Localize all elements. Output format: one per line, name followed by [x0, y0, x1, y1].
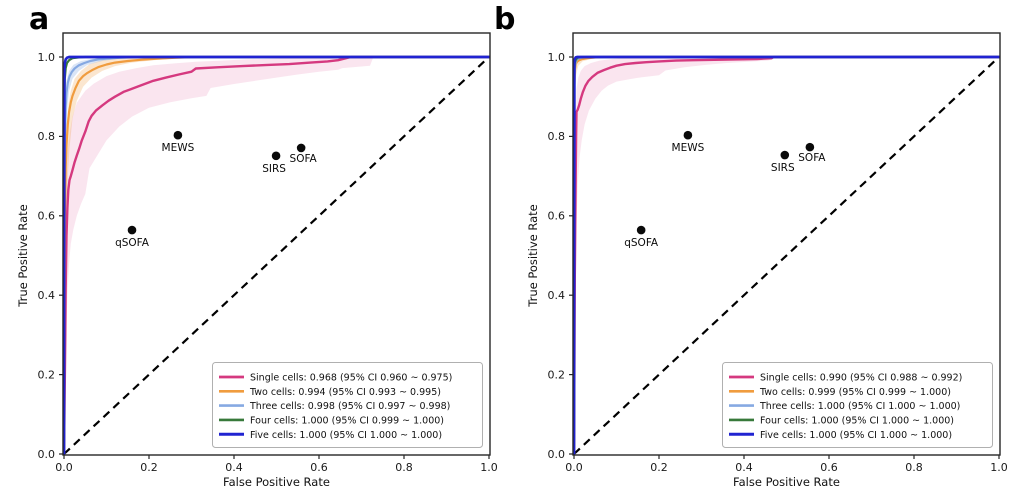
legend-label-four-cells: Four cells: 1.000 (95% CI 1.000 ~ 1.000)	[760, 416, 954, 427]
roc-curve-five-cells	[572, 55, 1001, 456]
score-point-sofa	[296, 143, 306, 153]
x-tick-label: 0.2	[140, 461, 158, 474]
panel-b-letter: b	[494, 2, 516, 37]
legend-label-three-cells: Three cells: 1.000 (95% CI 1.000 ~ 1.000…	[759, 401, 960, 412]
legend-label-two-cells: Two cells: 0.999 (95% CI 0.999 ~ 1.000)	[759, 387, 951, 398]
legend-label-two-cells: Two cells: 0.994 (95% CI 0.993 ~ 0.995)	[249, 387, 441, 398]
score-point-sofa	[805, 142, 815, 152]
x-axis-label: False Positive Rate	[223, 475, 330, 489]
y-tick-label: 0.6	[548, 210, 566, 223]
x-tick-label: 0.8	[905, 461, 923, 474]
x-tick-label: 0.6	[310, 461, 328, 474]
score-point-label-mews: MEWS	[672, 142, 705, 154]
x-axis-label: False Positive Rate	[733, 475, 840, 489]
score-point-qsofa	[127, 225, 137, 235]
legend-label-five-cells: Five cells: 1.000 (95% CI 1.000 ~ 1.000)	[760, 430, 952, 441]
y-tick-label: 1.0	[548, 51, 566, 64]
y-tick-label: 0.0	[38, 448, 56, 461]
panel-a-letter: a	[29, 2, 50, 37]
roc-curve-single-cells	[572, 55, 1001, 456]
score-point-label-sirs: SIRS	[262, 163, 286, 175]
score-point-label-qsofa: qSOFA	[115, 237, 150, 249]
score-point-label-sofa: SOFA	[290, 153, 318, 165]
y-tick-label: 0.6	[38, 210, 56, 223]
y-tick-label: 0.4	[548, 289, 566, 302]
x-tick-label: 1.0	[480, 461, 498, 474]
y-tick-label: 0.2	[548, 368, 566, 381]
legend-label-single-cells: Single cells: 0.990 (95% CI 0.988 ~ 0.99…	[760, 373, 962, 384]
legend-label-single-cells: Single cells: 0.968 (95% CI 0.960 ~ 0.97…	[250, 373, 452, 384]
y-tick-label: 1.0	[38, 51, 56, 64]
score-point-sirs	[271, 151, 281, 161]
y-axis-label: True Positive Rate	[526, 204, 540, 307]
x-tick-label: 0.4	[735, 461, 753, 474]
x-tick-label: 0.6	[820, 461, 838, 474]
legend-label-three-cells: Three cells: 0.998 (95% CI 0.997 ~ 0.998…	[249, 401, 450, 412]
legend-label-four-cells: Four cells: 1.000 (95% CI 0.999 ~ 1.000)	[250, 416, 444, 427]
roc-curve-single-cells	[62, 55, 491, 456]
x-tick-label: 0.2	[650, 461, 668, 474]
score-point-label-mews: MEWS	[162, 142, 195, 154]
plot-frame	[62, 32, 491, 456]
roc-curve-five-cells	[62, 55, 491, 456]
x-tick-label: 0.8	[395, 461, 413, 474]
y-tick-label: 0.0	[548, 448, 566, 461]
diagonal-reference-line	[573, 56, 1000, 455]
legend-box	[722, 362, 993, 448]
score-point-label-qsofa: qSOFA	[624, 237, 659, 249]
score-point-mews	[173, 130, 183, 140]
y-tick-label: 0.2	[38, 368, 56, 381]
roc-panel-b: 0.0 0.2 0.4 0.6 0.8 1.0 0.0 0.2 0.4 0.6 0.8 1.0 Fals…	[526, 32, 1008, 489]
score-point-label-sofa: SOFA	[798, 152, 826, 164]
y-tick-label: 0.8	[38, 130, 56, 143]
x-tick-label: 0.0	[565, 461, 583, 474]
score-point-qsofa	[636, 225, 646, 235]
legend-label-five-cells: Five cells: 1.000 (95% CI 1.000 ~ 1.000)	[250, 430, 442, 441]
y-axis-label: True Positive Rate	[16, 204, 30, 307]
score-point-label-sirs: SIRS	[771, 162, 795, 174]
roc-panel-a: 0.0 0.2 0.4 0.6 0.8 1.0 0.0 0.2 0.4 0.6 0.8 1.0 Fals…	[16, 32, 498, 489]
score-point-sirs	[780, 150, 790, 160]
y-tick-label: 0.8	[548, 130, 566, 143]
y-tick-label: 0.4	[38, 289, 56, 302]
plot-frame	[572, 32, 1001, 456]
x-tick-label: 0.4	[225, 461, 243, 474]
score-point-mews	[683, 130, 693, 140]
ci-band-single-cells	[64, 57, 489, 454]
x-tick-label: 1.0	[990, 461, 1008, 474]
legend-box	[212, 362, 483, 448]
x-tick-label: 0.0	[55, 461, 73, 474]
diagonal-reference-line	[63, 56, 490, 455]
